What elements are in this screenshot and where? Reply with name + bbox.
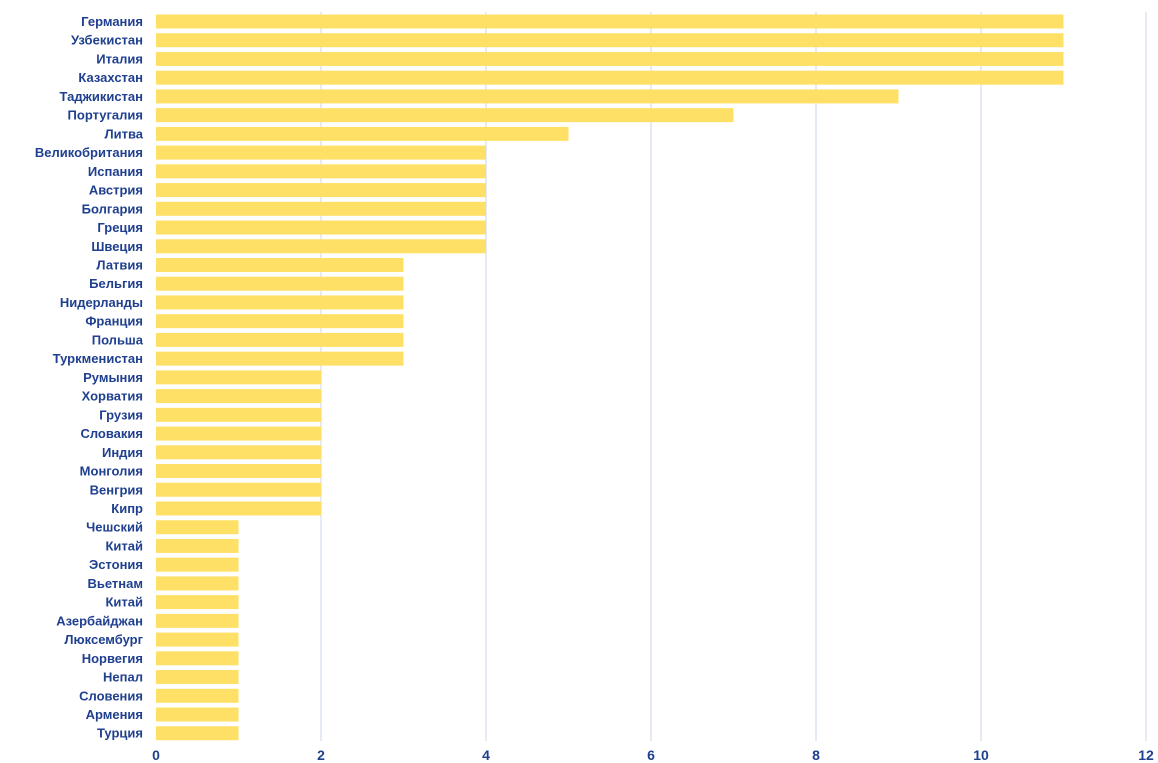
bar-13: [156, 239, 486, 254]
category-label-12: Греция: [97, 220, 143, 235]
category-label-9: Испания: [88, 164, 143, 179]
category-label-10: Австрия: [89, 183, 143, 198]
category-label-1: Германия: [81, 14, 143, 29]
category-label-30: Эстония: [89, 557, 143, 572]
bar-34: [156, 632, 239, 647]
bar-37: [156, 688, 239, 703]
bar-14: [156, 257, 404, 272]
category-label-34: Люксембург: [64, 632, 143, 647]
category-label-23: Словакия: [80, 426, 143, 441]
bar-21: [156, 389, 321, 404]
category-label-36: Непал: [103, 670, 143, 685]
bar-32: [156, 595, 239, 610]
bar-6: [156, 108, 734, 123]
category-label-13: Швеция: [91, 239, 143, 254]
x-tick-label-2: 2: [317, 747, 325, 763]
category-label-37: Словения: [79, 688, 143, 703]
bar-17: [156, 314, 404, 329]
category-label-24: Индия: [102, 445, 143, 460]
bar-18: [156, 332, 404, 347]
bar-4: [156, 70, 1064, 85]
category-label-14: Латвия: [96, 257, 143, 272]
bar-3: [156, 51, 1064, 66]
category-label-22: Грузия: [99, 407, 143, 422]
bar-29: [156, 538, 239, 553]
bar-36: [156, 670, 239, 685]
x-tick-label-4: 4: [482, 747, 490, 763]
bar-7: [156, 126, 569, 141]
bar-19: [156, 351, 404, 366]
bar-27: [156, 501, 321, 516]
bar-31: [156, 576, 239, 591]
category-label-19: Туркменистан: [53, 351, 143, 366]
category-label-2: Узбекистан: [71, 33, 143, 48]
category-label-6: Португалия: [68, 108, 143, 123]
bars: [156, 14, 1064, 741]
bar-22: [156, 407, 321, 422]
category-label-31: Вьетнам: [87, 576, 143, 591]
bar-8: [156, 145, 486, 160]
bar-35: [156, 651, 239, 666]
category-label-28: Чешский: [86, 520, 143, 535]
category-label-8: Великобритания: [35, 145, 143, 160]
x-tick-label-8: 8: [812, 747, 820, 763]
bar-2: [156, 33, 1064, 48]
x-tick-label-12: 12: [1138, 747, 1154, 763]
category-label-33: Азербайджан: [56, 613, 143, 628]
category-label-21: Хорватия: [82, 389, 143, 404]
category-label-32: Китай: [105, 595, 143, 610]
bar-16: [156, 295, 404, 310]
category-label-5: Таджикистан: [60, 89, 143, 104]
category-label-27: Кипр: [111, 501, 143, 516]
bar-39: [156, 726, 239, 741]
x-tick-label-0: 0: [152, 747, 160, 763]
bar-26: [156, 482, 321, 497]
category-label-25: Монголия: [80, 464, 143, 479]
category-label-39: Турция: [97, 726, 143, 741]
bar-33: [156, 613, 239, 628]
bar-15: [156, 276, 404, 291]
bar-11: [156, 201, 486, 216]
category-label-29: Китай: [105, 538, 143, 553]
category-label-26: Венгрия: [90, 482, 143, 497]
x-tick-label-10: 10: [973, 747, 989, 763]
category-label-35: Норвегия: [82, 651, 143, 666]
bar-12: [156, 220, 486, 235]
bar-24: [156, 445, 321, 460]
category-label-7: Литва: [104, 126, 143, 141]
bar-20: [156, 370, 321, 385]
bar-9: [156, 164, 486, 179]
x-tick-label-6: 6: [647, 747, 655, 763]
category-label-18: Польша: [92, 332, 144, 347]
x-axis-tick-labels: 0 2 4 6 8 10 12: [152, 747, 1154, 763]
category-label-15: Бельгия: [89, 276, 143, 291]
bar-25: [156, 464, 321, 479]
category-label-4: Казахстан: [78, 70, 143, 85]
category-label-38: Армения: [86, 707, 143, 722]
bar-23: [156, 426, 321, 441]
bar-38: [156, 707, 239, 722]
category-label-20: Румыния: [83, 370, 143, 385]
category-label-3: Италия: [96, 51, 143, 66]
bar-10: [156, 183, 486, 198]
category-labels: Германия Узбекистан Италия Казахстан Таджики…: [35, 14, 144, 741]
bar-30: [156, 557, 239, 572]
bar-1: [156, 14, 1064, 29]
bar-5: [156, 89, 899, 104]
bar-28: [156, 520, 239, 535]
category-label-16: Нидерланды: [60, 295, 143, 310]
category-label-11: Болгария: [82, 201, 143, 216]
category-label-17: Франция: [85, 314, 143, 329]
